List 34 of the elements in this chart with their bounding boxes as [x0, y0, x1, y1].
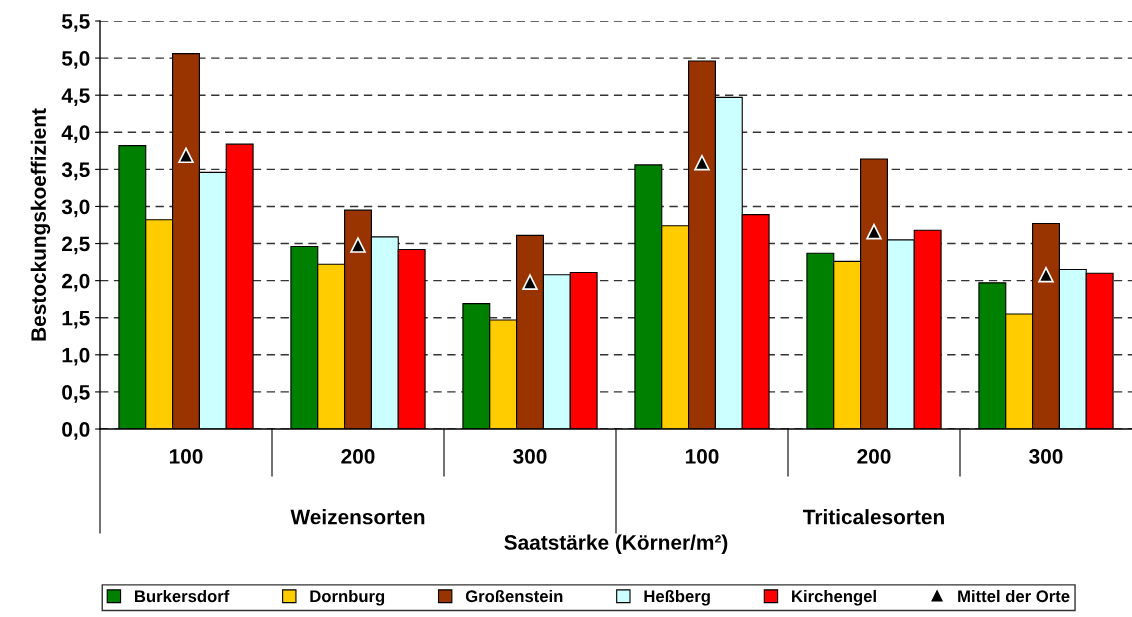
legend-label: Mittel der Orte	[958, 589, 1070, 603]
y-tick-label: 1,5	[62, 310, 90, 329]
text: Weizensorten	[290, 509, 425, 525]
point	[1038, 266, 1054, 283]
point	[866, 223, 882, 240]
legend-label: Heßberg	[644, 589, 710, 606]
x-tick-label: 200	[341, 448, 375, 464]
point	[522, 274, 538, 290]
x-tick-label: 300	[513, 448, 547, 464]
y-axis-title: Bestockungskoeffizient	[30, 108, 51, 341]
text: Triticalesorten	[803, 509, 944, 525]
y-tick-label: 2,0	[62, 273, 90, 292]
x-axis-title: Saatstärke (Körner/m²)	[504, 534, 728, 554]
point	[178, 147, 194, 164]
y-tick-label: 1,0	[62, 347, 90, 366]
y-tick-label: 3,0	[61, 199, 90, 218]
legend-label: Burkersdorf	[135, 589, 230, 603]
y-tick-label: 4,5	[61, 88, 90, 106]
legend-label: Dornburg	[310, 589, 385, 606]
legend-label: Großenstein	[465, 589, 563, 603]
y-tick-label: 5,0	[61, 51, 90, 69]
y-tick-label: 0,0	[62, 422, 90, 440]
y-tick-label: 4,0	[61, 125, 90, 144]
x-tick-label: 200	[857, 448, 891, 464]
x-tick-label: 300	[1029, 448, 1063, 464]
point	[350, 237, 366, 253]
x-tick-label: 100	[685, 448, 719, 464]
y-tick-label: 0,5	[62, 384, 90, 403]
legend-label: Kirchengel	[792, 589, 876, 606]
y-tick-label: 5,5	[61, 14, 90, 32]
x-tick-label: 100	[169, 448, 203, 464]
point	[694, 154, 710, 171]
y-tick-label: 3,5	[61, 162, 90, 181]
y-tick-label: 2,5	[62, 236, 90, 255]
